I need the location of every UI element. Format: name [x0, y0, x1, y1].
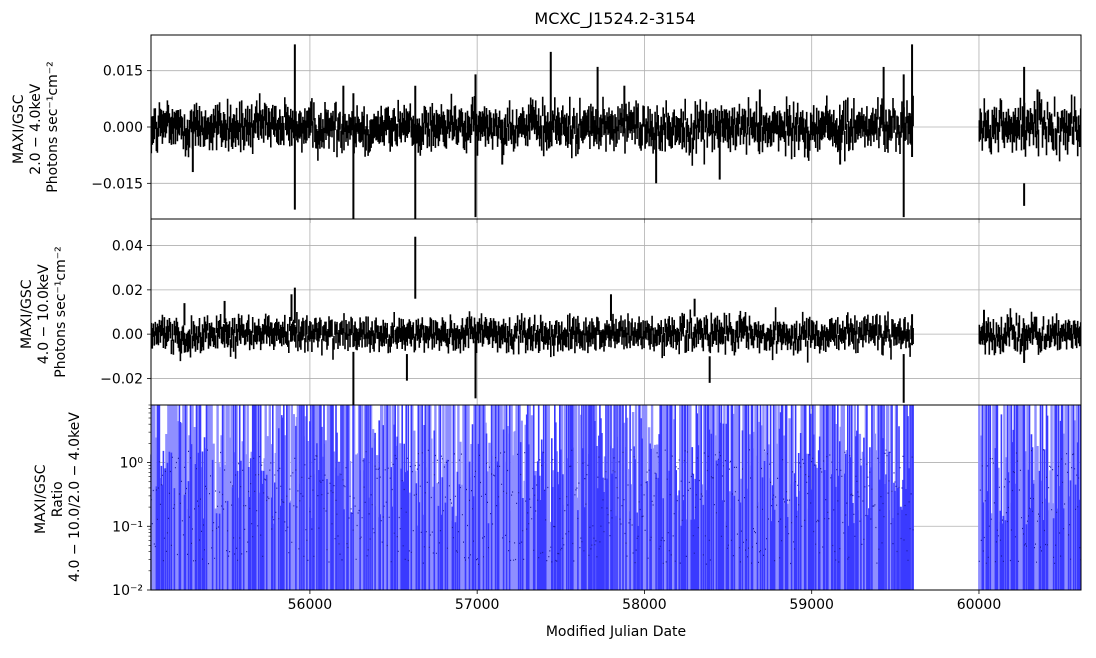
panel-middle: −0.02 0.00 0.02 0.04 MAXI/GSC 4.0 − 10.0keV…: [19, 218, 1082, 409]
x-tick-label: 58000: [622, 597, 667, 613]
y-tick-label: 0.015: [103, 64, 143, 80]
y-tick-label: 0.000: [103, 120, 143, 136]
panel-bottom-frame: [150, 404, 1082, 591]
panel-bottom-series: [150, 405, 1082, 590]
ratio-errorbars: [155, 405, 1082, 590]
light-curve-errorbars: [150, 307, 1082, 363]
panel-top-ylabel: MAXI/GSC 2.0 − 4.0keV Photons sec⁻¹cm⁻²: [11, 61, 61, 193]
y-tick-label: 0.04: [112, 239, 143, 255]
y-tick-label: 10⁻²: [112, 583, 143, 599]
panel-bottom: 10⁻² 10⁻¹ 10⁰ 56000 57000 58000 59000 60000 MA…: [33, 404, 1082, 640]
y-tick-label: 10⁰: [120, 456, 144, 472]
y-tick-label: 0.00: [112, 327, 143, 343]
x-axis-label: Modified Julian Date: [546, 624, 686, 640]
panel-middle-yticks: −0.02 0.00 0.02 0.04: [100, 239, 151, 387]
panel-middle-series: [150, 236, 1082, 405]
panel-top: −0.015 0.000 0.015 MAXI/GSC 2.0 − 4.0keV P…: [11, 34, 1082, 223]
y-tick-label: −0.015: [91, 176, 143, 192]
y-tick-label: −0.02: [100, 371, 143, 387]
panel-middle-ylabel: MAXI/GSC 4.0 − 10.0keV Photons sec⁻¹cm⁻²: [19, 246, 69, 378]
panel-bottom-xticks: 56000 57000 58000 59000 60000: [288, 597, 1002, 613]
panel-bottom-yticks: 10⁻² 10⁻¹ 10⁰: [112, 404, 151, 599]
y-tick-label: 0.02: [112, 283, 143, 299]
panel-bottom-ylabel: MAXI/GSC Ratio 4.0 − 10.0/2.0 − 4.0keV: [33, 412, 83, 582]
panel-middle-frame: [150, 218, 1082, 406]
x-tick-label: 57000: [455, 597, 500, 613]
y-tick-label: 10⁻¹: [112, 519, 143, 535]
chart-title: MCXC_J1524.2-3154: [534, 9, 695, 29]
light-curve-errorbars: [150, 91, 1082, 166]
x-tick-label: 59000: [789, 597, 834, 613]
x-tick-label: 60000: [957, 597, 1002, 613]
x-tick-label: 56000: [288, 597, 333, 613]
panel-top-yticks: −0.015 0.000 0.015: [91, 64, 151, 192]
panel-middle-grid: [151, 219, 1081, 409]
